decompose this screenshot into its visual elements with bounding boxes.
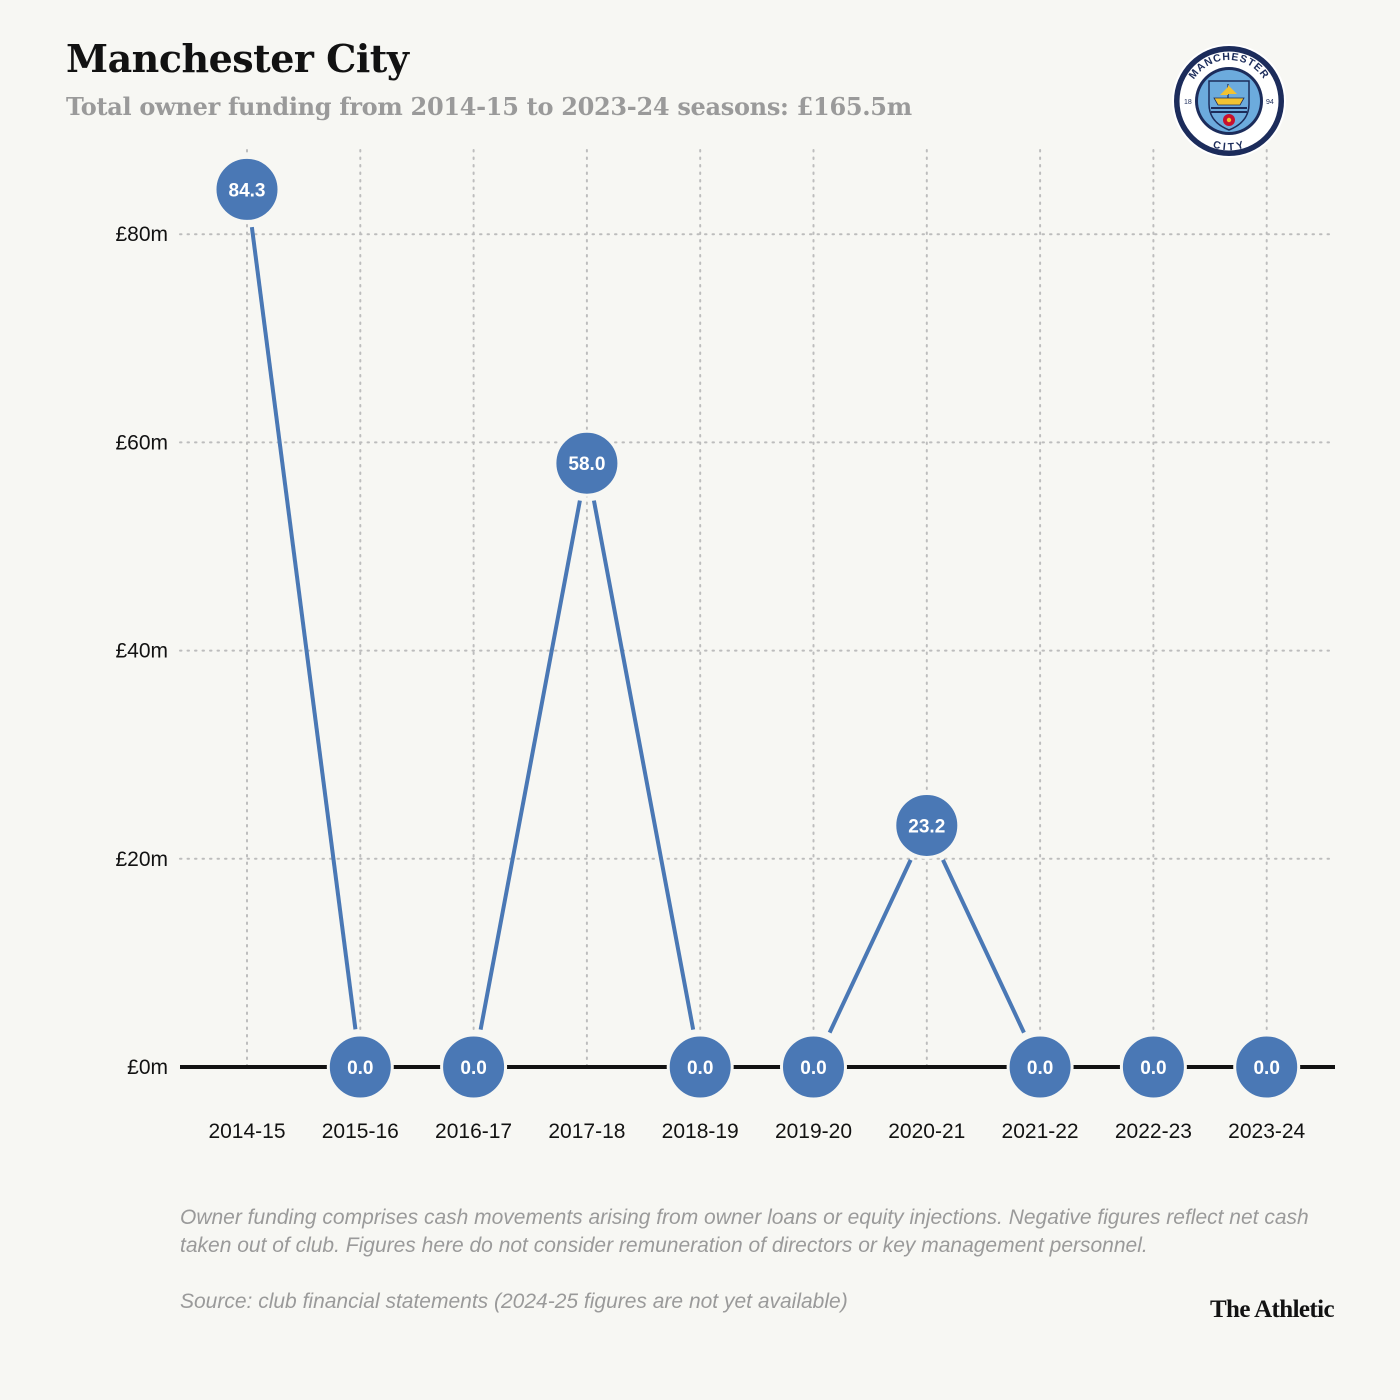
x-tick-label: 2016-17 [435, 1120, 512, 1143]
x-tick-label: 2019-20 [775, 1120, 852, 1143]
grid-layer [179, 149, 1336, 1068]
data-point-2016-17 [440, 1033, 508, 1101]
x-tick-label: 2023-24 [1228, 1120, 1305, 1143]
y-tick-label: £0m [127, 1056, 168, 1079]
x-tick-label: 2020-21 [888, 1120, 965, 1143]
data-label-2017-18: 58.0 [568, 454, 605, 475]
x-tick-label: 2014-15 [208, 1120, 285, 1143]
y-tick-label: £60m [115, 431, 168, 454]
series-segment-2016-17-to-2017-18 [478, 500, 582, 1031]
y-tick-label: £80m [115, 223, 168, 246]
series-segment-2019-20-to-2020-21 [827, 859, 913, 1034]
crest-year-right: 94 [1266, 99, 1274, 106]
data-point-2021-22 [1006, 1033, 1074, 1101]
y-axis: £0m £20m £40m £60m £80m [115, 223, 168, 1079]
data-label-2019-20: 0.0 [800, 1058, 826, 1079]
x-axis: 2014-15 2015-16 2016-17 2017-18 2018-19 2019-… [208, 1120, 1305, 1143]
chart-subtitle: Total owner funding from 2014-15 to 2023… [66, 92, 912, 121]
data-label-2014-15: 84.3 [229, 180, 266, 201]
y-tick-label: £40m [115, 640, 168, 663]
series-segment-2017-18-to-2018-19 [591, 500, 696, 1031]
data-point-2018-19 [666, 1033, 734, 1101]
series-segment-2020-21-to-2021-22 [941, 859, 1026, 1034]
series-segment-2014-15-to-2015-16 [249, 226, 358, 1030]
x-tick-label: 2022-23 [1115, 1120, 1192, 1143]
marker-layer: 84.3 0.0 0.0 58.0 0.0 0.0 23.2 0.0 0.0 0.0 [213, 155, 1301, 1101]
brand-logo: The Athletic [1209, 1296, 1335, 1323]
data-label-2022-23: 0.0 [1140, 1058, 1166, 1079]
x-tick-label: 2021-22 [1002, 1120, 1079, 1143]
data-label-2016-17: 0.0 [460, 1058, 486, 1079]
data-point-2014-15 [213, 155, 281, 223]
data-label-2023-24: 0.0 [1253, 1058, 1279, 1079]
data-label-2020-21: 23.2 [908, 816, 945, 837]
data-point-2022-23 [1119, 1033, 1187, 1101]
data-point-2019-20 [780, 1033, 847, 1101]
series-line-layer [249, 226, 1229, 1069]
data-point-2015-16 [326, 1033, 394, 1101]
source-note: Source: club financial statements (2024-… [180, 1290, 848, 1313]
y-tick-label: £20m [115, 848, 168, 871]
data-label-2021-22: 0.0 [1027, 1058, 1053, 1079]
data-point-2017-18 [553, 429, 621, 497]
x-tick-label: 2015-16 [322, 1120, 399, 1143]
x-tick-label: 2017-18 [548, 1120, 625, 1143]
data-label-2015-16: 0.0 [347, 1058, 373, 1079]
data-label-2018-19: 0.0 [687, 1058, 713, 1079]
chart-title: Manchester City [66, 36, 409, 81]
data-point-2020-21 [893, 791, 961, 859]
club-crest-logo: 18 94 MANCHESTER CITY [1172, 44, 1286, 158]
data-point-2023-24 [1233, 1033, 1301, 1101]
footnote: Owner funding comprises cash movements a… [180, 1206, 1309, 1257]
crest-year-left: 18 [1184, 99, 1192, 106]
line-chart: £0m £20m £40m £60m £80m 84.3 0.0 0.0 58.0 0.0 0.0… [115, 149, 1336, 1143]
x-tick-label: 2018-19 [662, 1120, 739, 1143]
